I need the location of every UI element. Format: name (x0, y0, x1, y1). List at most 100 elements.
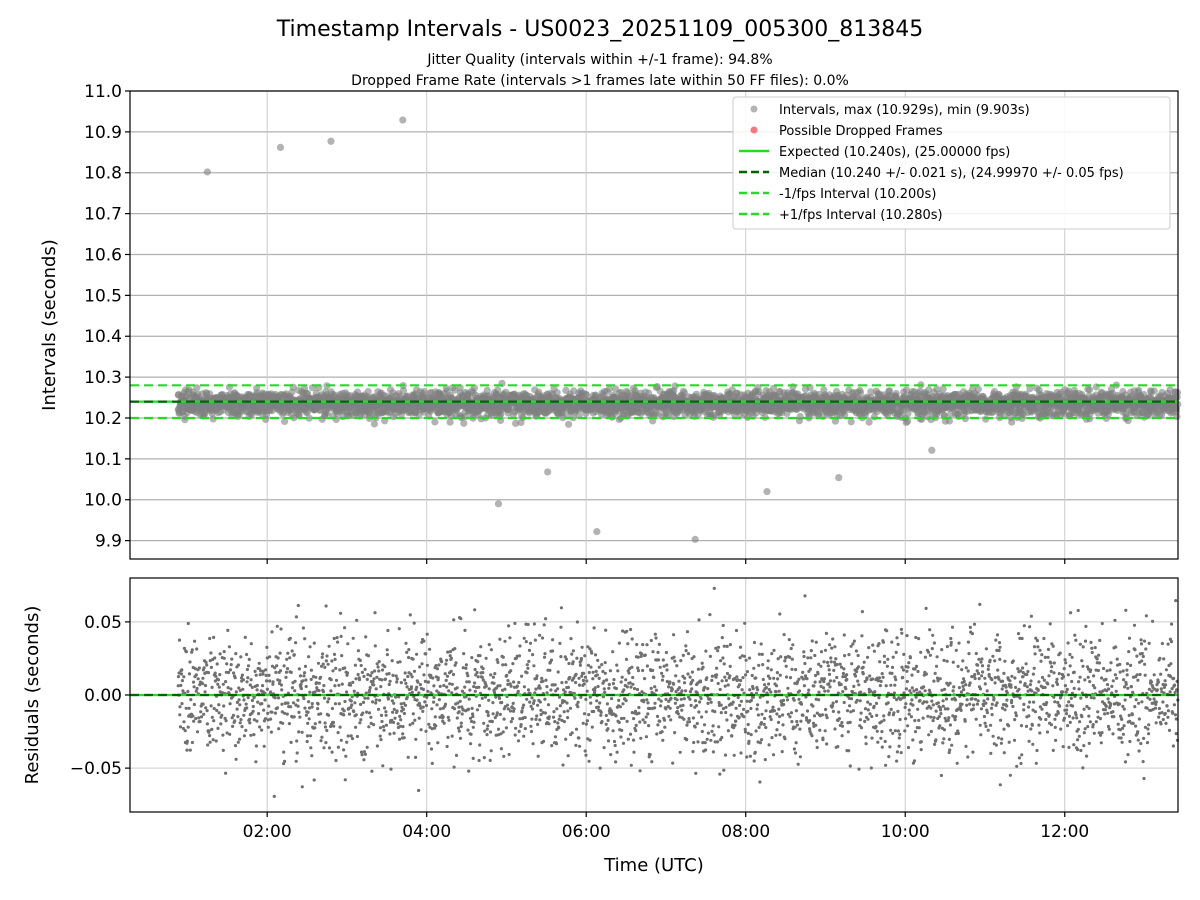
residual-point (310, 754, 314, 758)
residual-point (593, 686, 597, 690)
residual-point (509, 669, 513, 673)
residual-point (351, 636, 355, 640)
residual-point (580, 645, 584, 649)
residual-point (517, 680, 521, 685)
residual-point (525, 697, 529, 701)
residual-point (384, 710, 388, 714)
residual-point (401, 732, 405, 736)
residual-point (415, 685, 419, 689)
residual-point (392, 707, 396, 712)
residual-point (300, 730, 304, 734)
interval-point (1173, 413, 1181, 421)
residual-point (317, 681, 321, 685)
residual-point (569, 637, 573, 641)
residual-point (556, 687, 560, 691)
residual-point (466, 674, 470, 678)
residual-point (402, 711, 406, 716)
residual-point (266, 725, 270, 729)
residual-point (216, 678, 221, 682)
residual-point (596, 684, 600, 689)
residual-point (210, 685, 214, 690)
interval-point (370, 420, 378, 428)
residual-point (262, 744, 266, 748)
residual-point (585, 689, 589, 693)
residual-point (603, 690, 607, 695)
residual-point (180, 702, 184, 706)
residual-point (414, 737, 418, 741)
interval-point (420, 388, 428, 396)
residual-point (208, 740, 212, 744)
residual-point (427, 741, 431, 746)
residual-point (214, 674, 218, 678)
residual-point (320, 735, 324, 739)
residual-point (493, 672, 497, 676)
residual-point (586, 663, 591, 667)
residual-point (264, 679, 269, 683)
residual-point (316, 707, 320, 711)
interval-point (582, 391, 590, 399)
residual-point (423, 679, 427, 684)
residual-point (403, 671, 407, 675)
residual-point (312, 641, 316, 645)
residual-point (517, 729, 521, 734)
residual-point (352, 689, 356, 693)
residual-point (449, 656, 453, 660)
residual-point (423, 700, 427, 704)
residual-point (387, 682, 391, 687)
residual-point (192, 685, 196, 689)
residual-point (529, 724, 533, 728)
residual-point (520, 709, 524, 713)
residual-point (224, 680, 228, 684)
residual-point (454, 753, 459, 758)
residual-point (553, 735, 558, 739)
residual-point (395, 680, 399, 684)
residual-point (243, 635, 247, 640)
residual-point (220, 713, 224, 717)
residual-point (275, 624, 279, 628)
residual-point (329, 678, 333, 682)
residual-point (453, 647, 457, 651)
residual-point (255, 688, 259, 692)
residual-point (575, 620, 580, 624)
residual-point (539, 708, 543, 712)
residual-point (394, 674, 398, 678)
residual-point (200, 682, 205, 686)
residual-point (323, 721, 327, 725)
residual-point (217, 711, 221, 715)
residual-point (184, 650, 188, 654)
residual-point (530, 696, 534, 700)
residual-point (424, 729, 428, 733)
residual-point (366, 696, 370, 700)
interval-point (565, 420, 573, 428)
residual-point (443, 702, 448, 706)
residual-point (570, 652, 574, 656)
residual-point (305, 734, 310, 738)
residual-point (323, 725, 328, 729)
residual-point (386, 628, 390, 633)
residual-point (383, 706, 387, 710)
residual-point (567, 661, 571, 666)
residual-point (202, 712, 206, 716)
residual-point (576, 700, 580, 704)
residual-point (204, 706, 208, 710)
residual-point (248, 721, 252, 725)
residual-point (245, 680, 249, 684)
residual-point (548, 668, 552, 672)
residual-point (406, 755, 410, 759)
residual-point (405, 685, 409, 689)
residual-point (484, 656, 488, 660)
residual-point (466, 707, 471, 711)
residual-point (463, 685, 467, 689)
interval-point (460, 419, 468, 427)
residual-point (305, 739, 309, 744)
residual-point (204, 660, 208, 664)
interval-point (569, 414, 577, 422)
residual-point (421, 705, 425, 709)
residual-point (627, 671, 631, 675)
residual-point (195, 730, 200, 734)
residual-point (385, 648, 389, 652)
residual-point (386, 697, 390, 701)
residual-point (214, 739, 218, 743)
residual-point (322, 746, 326, 750)
residual-point (426, 680, 430, 684)
